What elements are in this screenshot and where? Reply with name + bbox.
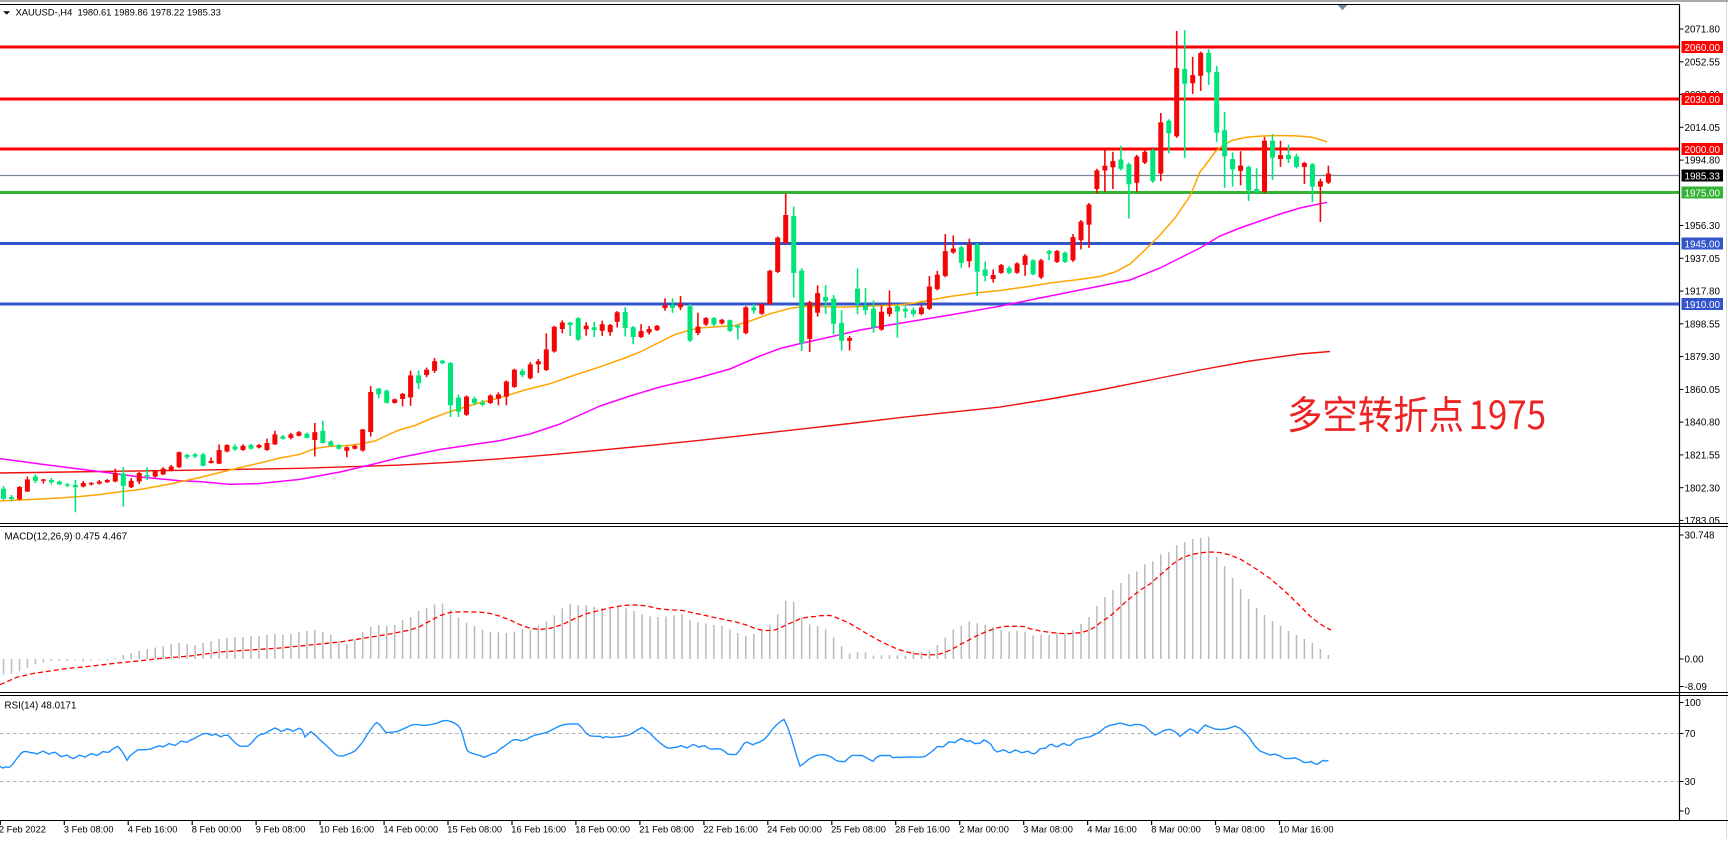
svg-text:MACD(12,26,9) 0.475 4.467: MACD(12,26,9) 0.475 4.467 [5,532,128,543]
svg-text:2 Mar 00:00: 2 Mar 00:00 [959,825,1009,835]
svg-text:8 Feb 00:00: 8 Feb 00:00 [192,825,242,835]
svg-text:1917.80: 1917.80 [1685,287,1721,298]
svg-text:0: 0 [1685,807,1691,818]
svg-text:1956.30: 1956.30 [1685,221,1721,232]
svg-text:8 Mar 00:00: 8 Mar 00:00 [1151,825,1201,835]
svg-text:9 Mar 08:00: 9 Mar 08:00 [1215,825,1265,835]
svg-text:21 Feb 08:00: 21 Feb 08:00 [639,825,694,835]
svg-text:1898.55: 1898.55 [1685,319,1721,330]
svg-text:2014.05: 2014.05 [1685,123,1721,134]
svg-text:3 Mar 08:00: 3 Mar 08:00 [1023,825,1073,835]
svg-text:1910.00: 1910.00 [1685,300,1721,311]
svg-text:28 Feb 16:00: 28 Feb 16:00 [895,825,950,835]
svg-text:1879.30: 1879.30 [1685,352,1721,363]
svg-text:1821.55: 1821.55 [1685,451,1721,462]
svg-text:70: 70 [1685,729,1696,740]
svg-text:10 Mar 16:00: 10 Mar 16:00 [1279,825,1334,835]
svg-text:30.748: 30.748 [1685,531,1716,542]
svg-text:4 Feb 16:00: 4 Feb 16:00 [128,825,178,835]
svg-text:2 Feb 2022: 2 Feb 2022 [0,825,46,835]
svg-text:16 Feb 16:00: 16 Feb 16:00 [511,825,566,835]
svg-text:1985.33: 1985.33 [1685,171,1721,182]
svg-text:1783.05: 1783.05 [1685,516,1721,527]
svg-text:1975.00: 1975.00 [1685,188,1721,199]
svg-text:18 Feb 00:00: 18 Feb 00:00 [575,825,630,835]
svg-text:1937.05: 1937.05 [1685,254,1721,265]
svg-text:15 Feb 08:00: 15 Feb 08:00 [447,825,502,835]
svg-text:2030.00: 2030.00 [1685,95,1721,106]
svg-text:1945.00: 1945.00 [1685,239,1721,250]
svg-text:22 Feb 16:00: 22 Feb 16:00 [703,825,758,835]
svg-text:30: 30 [1685,777,1696,788]
svg-text:2071.80: 2071.80 [1685,25,1721,36]
svg-text:24 Feb 00:00: 24 Feb 00:00 [767,825,822,835]
svg-text:1840.80: 1840.80 [1685,418,1721,429]
svg-text:0.00: 0.00 [1685,655,1705,666]
svg-text:3 Feb 08:00: 3 Feb 08:00 [64,825,114,835]
svg-text:-8.09: -8.09 [1685,682,1707,693]
svg-text:2052.55: 2052.55 [1685,57,1721,68]
svg-text:RSI(14) 48.0171: RSI(14) 48.0171 [5,701,77,712]
svg-text:25 Feb 08:00: 25 Feb 08:00 [831,825,886,835]
svg-text:10 Feb 16:00: 10 Feb 16:00 [319,825,374,835]
svg-text:14 Feb 00:00: 14 Feb 00:00 [383,825,438,835]
svg-text:1860.05: 1860.05 [1685,385,1721,396]
svg-text:9 Feb 08:00: 9 Feb 08:00 [256,825,306,835]
svg-text:1994.80: 1994.80 [1685,156,1721,167]
svg-text:1802.30: 1802.30 [1685,483,1721,494]
svg-text:4 Mar 16:00: 4 Mar 16:00 [1087,825,1137,835]
svg-text:XAUUSD-,H4 1980.61 1989.86 19: XAUUSD-,H4 1980.61 1989.86 1978.22 1985.… [16,7,221,18]
svg-text:2060.00: 2060.00 [1685,43,1721,54]
svg-text:100: 100 [1685,698,1702,709]
svg-text:2000.00: 2000.00 [1685,145,1721,156]
